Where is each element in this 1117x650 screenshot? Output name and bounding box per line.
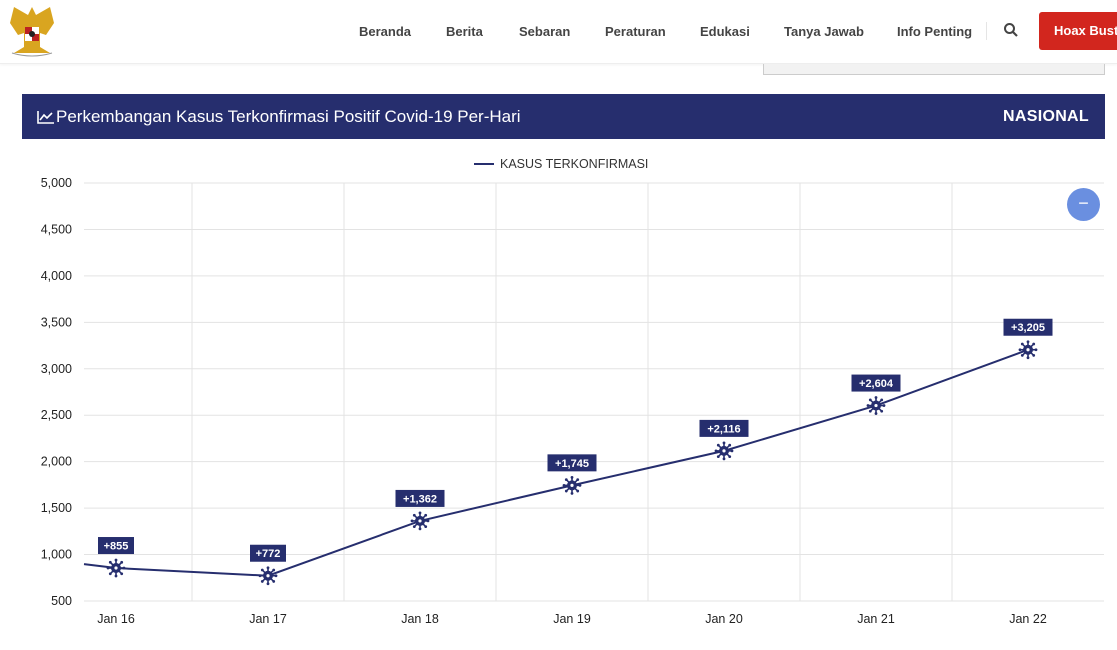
nav-peraturan[interactable]: Peraturan bbox=[605, 24, 666, 39]
x-tick-label: Jan 17 bbox=[249, 612, 287, 626]
y-tick-label: 1,500 bbox=[41, 501, 72, 515]
data-label-box bbox=[1003, 318, 1053, 336]
data-label-box bbox=[547, 454, 597, 472]
y-tick-label: 3,000 bbox=[41, 362, 72, 376]
y-tick-label: 2,500 bbox=[41, 408, 72, 422]
chart-legend[interactable]: KASUS TERKONFIRMASI bbox=[474, 157, 648, 171]
x-tick-label: Jan 20 bbox=[705, 612, 743, 626]
dropdown-panel-edge bbox=[763, 64, 1105, 75]
virus-icon bbox=[258, 566, 278, 586]
virus-icon bbox=[866, 396, 886, 415]
series-line bbox=[83, 348, 1029, 577]
nav-edukasi[interactable]: Edukasi bbox=[700, 24, 750, 39]
data-label: +1,362 bbox=[403, 493, 437, 505]
data-label: +772 bbox=[256, 548, 281, 560]
virus-icon bbox=[714, 441, 734, 461]
data-label-box bbox=[250, 544, 286, 562]
data-label: +855 bbox=[104, 541, 129, 553]
y-tick-label: 2,000 bbox=[41, 455, 72, 469]
virus-icon bbox=[562, 475, 582, 495]
nav-divider bbox=[986, 22, 987, 40]
nav-beranda[interactable]: Beranda bbox=[359, 24, 412, 39]
virus-icon bbox=[1018, 340, 1038, 360]
virus-icon bbox=[106, 558, 126, 578]
data-label-box bbox=[699, 419, 749, 437]
legend-label: KASUS TERKONFIRMASI bbox=[500, 157, 649, 171]
search-icon[interactable] bbox=[1003, 22, 1019, 38]
x-tick-label: Jan 18 bbox=[401, 612, 439, 626]
nav-berita[interactable]: Berita bbox=[446, 24, 483, 39]
garuda-logo[interactable] bbox=[6, 3, 58, 59]
hoax-buster-button[interactable]: Hoax Buster bbox=[1039, 12, 1117, 50]
chart-banner: Perkembangan Kasus Terkonfirmasi Positif… bbox=[22, 94, 1105, 139]
data-label-box bbox=[98, 537, 134, 555]
y-tick-label: 3,500 bbox=[41, 315, 72, 329]
scope-label[interactable]: NASIONAL bbox=[1003, 108, 1089, 125]
nav-sebaran[interactable]: Sebaran bbox=[519, 24, 571, 39]
x-tick-label: Jan 16 bbox=[97, 612, 135, 626]
legend-swatch bbox=[474, 163, 494, 165]
nav-info-penting[interactable]: Info Penting bbox=[897, 24, 973, 39]
virus-icon bbox=[410, 511, 430, 531]
y-tick-label: 500 bbox=[51, 594, 72, 608]
site-header: Beranda Berita Sebaran Peraturan Edukasi… bbox=[0, 0, 1117, 64]
y-tick-label: 5,000 bbox=[41, 176, 72, 190]
y-tick-label: 4,000 bbox=[41, 269, 72, 283]
data-label: +1,745 bbox=[555, 458, 589, 470]
y-tick-label: 1,000 bbox=[41, 548, 72, 562]
data-label-box bbox=[851, 374, 901, 392]
x-tick-label: Jan 19 bbox=[553, 612, 591, 626]
banner-title: Perkembangan Kasus Terkonfirmasi Positif… bbox=[56, 107, 521, 126]
line-chart-icon bbox=[37, 111, 54, 124]
x-tick-label: Jan 22 bbox=[1009, 612, 1047, 626]
data-label: +2,604 bbox=[859, 378, 894, 390]
data-label: +3,205 bbox=[1011, 322, 1045, 334]
data-label-box bbox=[395, 489, 445, 507]
data-label: +2,116 bbox=[707, 423, 740, 435]
x-tick-label: Jan 21 bbox=[857, 612, 895, 626]
y-tick-label: 4,500 bbox=[41, 222, 72, 236]
nav-tanya-jawab[interactable]: Tanya Jawab bbox=[784, 24, 864, 39]
reset-zoom-button[interactable]: − bbox=[1067, 188, 1100, 221]
